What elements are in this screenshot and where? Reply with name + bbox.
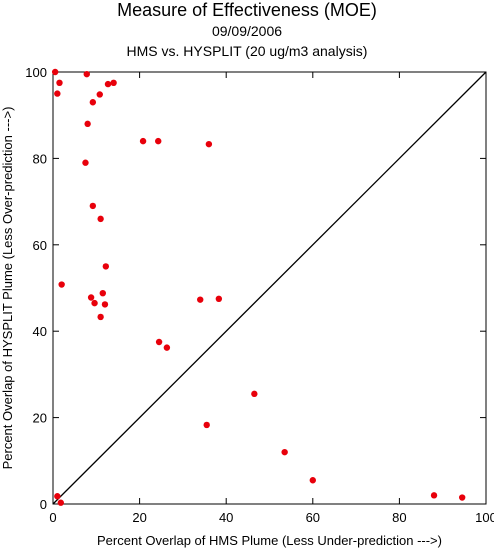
data-point	[91, 299, 98, 307]
data-point	[203, 421, 210, 429]
y-tick-label: 80	[33, 151, 47, 166]
data-point	[58, 281, 65, 288]
data-point	[97, 215, 104, 223]
data-point	[155, 137, 162, 145]
data-point	[89, 202, 97, 210]
data-point	[84, 120, 91, 128]
data-point	[205, 140, 213, 148]
x-tick-label: 20	[132, 510, 146, 525]
y-axis-label: Percent Overlap of HYSPLIT Plume (Less O…	[0, 107, 15, 470]
plot-area	[52, 71, 487, 505]
data-point	[197, 296, 204, 303]
data-point	[101, 301, 109, 308]
data-point	[56, 79, 63, 87]
data-point	[96, 91, 103, 98]
data-point	[54, 493, 61, 500]
data-point	[309, 477, 316, 484]
data-point	[57, 499, 64, 506]
data-point	[251, 390, 258, 398]
x-tick-label: 40	[219, 510, 233, 525]
diagonal-reference-line	[52, 71, 487, 505]
data-point	[110, 79, 117, 87]
x-tick-label: 0	[49, 510, 56, 525]
data-point	[83, 70, 90, 78]
data-point	[54, 90, 61, 97]
x-tick-label: 100	[475, 510, 494, 525]
chart-title: Measure of Effectiveness (MOE)	[117, 0, 377, 20]
data-point	[430, 492, 438, 499]
y-tick-label: 100	[25, 65, 47, 80]
data-point	[99, 289, 106, 297]
y-axis-ticks: 0 20 40 60 80 100	[25, 65, 486, 512]
data-point	[104, 80, 112, 88]
data-point	[155, 338, 163, 346]
x-axis-label: Percent Overlap of HMS Plume (Less Under…	[97, 533, 442, 548]
data-point	[215, 295, 223, 302]
chart-date: 09/09/2006	[211, 23, 283, 39]
y-tick-label: 20	[33, 411, 47, 426]
x-tick-label: 80	[392, 510, 406, 525]
data-point	[82, 159, 89, 166]
data-point	[89, 99, 97, 106]
x-tick-label: 60	[306, 510, 320, 525]
data-point	[281, 448, 288, 456]
data-point	[87, 294, 95, 301]
y-tick-label: 40	[33, 324, 47, 339]
chart-subtitle: HMS vs. HYSPLIT (20 ug/m3 analysis)	[126, 43, 368, 59]
data-point	[51, 68, 59, 76]
data-point	[458, 494, 466, 501]
data-points	[51, 68, 466, 506]
y-tick-label: 60	[33, 238, 47, 253]
data-point	[97, 313, 104, 321]
data-point	[102, 263, 110, 270]
x-axis-ticks: 0 20 40 60 80 100	[49, 72, 494, 525]
y-tick-label: 0	[40, 497, 47, 512]
data-point	[139, 137, 147, 145]
data-point	[163, 344, 171, 351]
